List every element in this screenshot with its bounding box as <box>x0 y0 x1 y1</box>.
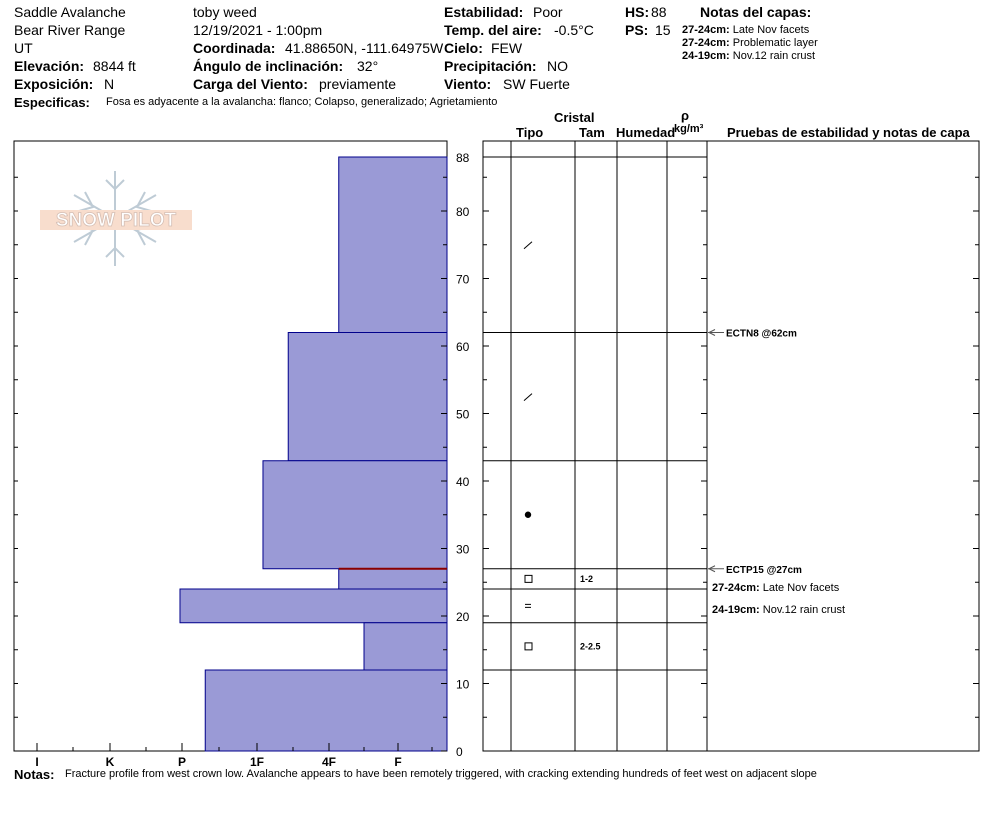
hardness-tick-label: 1F <box>250 755 264 769</box>
range-name: Bear River Range <box>14 22 126 38</box>
layer-comment-2: 24-19cm: Nov.12 rain crust <box>712 604 846 616</box>
grain-form-symbol <box>524 574 533 583</box>
specifics-label: Especificas: <box>14 95 90 110</box>
sky-label: Cielo: <box>444 40 483 56</box>
hardness-bar <box>204 669 448 752</box>
grain-form-symbol <box>524 511 532 518</box>
hs-value: 88 <box>651 4 667 20</box>
tests-header: Pruebas de estabilidad y notas de capa <box>727 125 970 140</box>
depth-tick-label: 30 <box>456 543 470 557</box>
wind-value: SW Fuerte <box>503 76 570 92</box>
grain-size-label: 1-2 <box>580 574 593 584</box>
grain-form-symbol <box>523 393 533 402</box>
aspect-label: Exposición: <box>14 76 94 92</box>
hardness-tick-label: P <box>178 755 186 769</box>
logo-banner <box>40 210 192 230</box>
layer-comment-1: 27-24cm: Late Nov facets <box>712 582 840 594</box>
depth-tick-label: 20 <box>456 610 470 624</box>
hardness-tick-label: I <box>35 755 38 769</box>
depth-tick-label: 80 <box>456 205 470 219</box>
grain-form-symbol <box>524 642 533 651</box>
notes-text: Fracture profile from west crown low. Av… <box>65 768 817 780</box>
wind-loading-label: Carga del Viento: <box>193 76 308 92</box>
logo-text: SNOW PILOT <box>56 210 177 231</box>
grain-size-label: 2-2.5 <box>580 641 601 651</box>
sky-value: FEW <box>491 40 523 56</box>
layer-note-2: 27-24cm: Problematic layer <box>682 37 818 49</box>
arrow-left-icon <box>707 329 716 336</box>
stability-test-label: ECTP15 @27cm <box>726 565 802 576</box>
elevation-value: 8844 ft <box>93 58 136 74</box>
wind-label: Viento: <box>444 76 492 92</box>
slope-label: Ángulo de inclinación: <box>193 58 344 74</box>
observation-datetime: 12/19/2021 - 1:00pm <box>193 22 323 38</box>
air-temp-label: Temp. del aire: <box>444 22 542 38</box>
depth-tick-label: 10 <box>456 678 470 692</box>
ps-label: PS: <box>625 22 649 38</box>
hardness-tick-label: K <box>106 755 115 769</box>
snowpilot-logo: SNOW PILOT <box>40 171 192 266</box>
layer-note-3: 24-19cm: Nov.12 rain crust <box>682 50 816 62</box>
grain-form-symbol <box>523 241 533 250</box>
hardness-tick-label: 4F <box>322 755 336 769</box>
moisture-header: Humedad <box>616 125 676 140</box>
stability-label: Estabilidad: <box>444 4 524 20</box>
arrow-left-icon <box>707 565 716 573</box>
hardness-bar <box>338 568 448 590</box>
location-name: Saddle Avalanche <box>14 4 126 20</box>
depth-tick-label: 50 <box>456 408 470 422</box>
depth-tick-label: 70 <box>456 273 470 287</box>
wind-loading-value: previamente <box>319 76 397 92</box>
layer-notes-title: Notas del capas: <box>700 4 812 20</box>
depth-tick-label: 0 <box>456 745 463 759</box>
observer-name: toby weed <box>193 4 257 20</box>
stratigraphy-frame <box>482 140 980 752</box>
density-symbol: ρ <box>681 108 690 123</box>
state-name: UT <box>14 40 33 56</box>
coord-value: 41.88650N, -111.64975W <box>285 40 444 56</box>
depth-tick-label: 40 <box>456 475 470 489</box>
hardness-tick-label: F <box>394 755 401 769</box>
hardness-bar <box>338 156 448 333</box>
depth-tick-label: 88 <box>456 151 470 165</box>
hardness-bar <box>179 588 448 624</box>
air-temp-value: -0.5°C <box>554 22 594 38</box>
ps-value: 15 <box>655 22 671 38</box>
notes-label: Notas: <box>14 767 55 782</box>
stability-value: Poor <box>533 4 563 20</box>
size-header: Tam <box>579 125 605 140</box>
crystal-header: Cristal <box>554 110 595 125</box>
depth-tick-label: 60 <box>456 340 470 354</box>
hardness-bar <box>287 332 448 462</box>
precip-label: Precipitación: <box>444 58 537 74</box>
precip-value: NO <box>547 58 568 74</box>
hardness-bar <box>262 460 448 570</box>
coord-label: Coordinada: <box>193 40 276 56</box>
specifics-value: Fosa es adyacente a la avalancha: flanco… <box>106 96 498 108</box>
form-header: Tipo <box>516 125 544 140</box>
layer-note-1: 27-24cm: Late Nov facets <box>682 24 810 36</box>
density-unit: kg/m³ <box>674 123 704 135</box>
hardness-bar <box>363 622 448 671</box>
slope-value: 32° <box>357 58 379 74</box>
stability-test-label: ECTN8 @62cm <box>726 329 797 340</box>
elevation-label: Elevación: <box>14 58 85 74</box>
aspect-value: N <box>104 76 115 92</box>
hs-label: HS: <box>625 4 650 20</box>
